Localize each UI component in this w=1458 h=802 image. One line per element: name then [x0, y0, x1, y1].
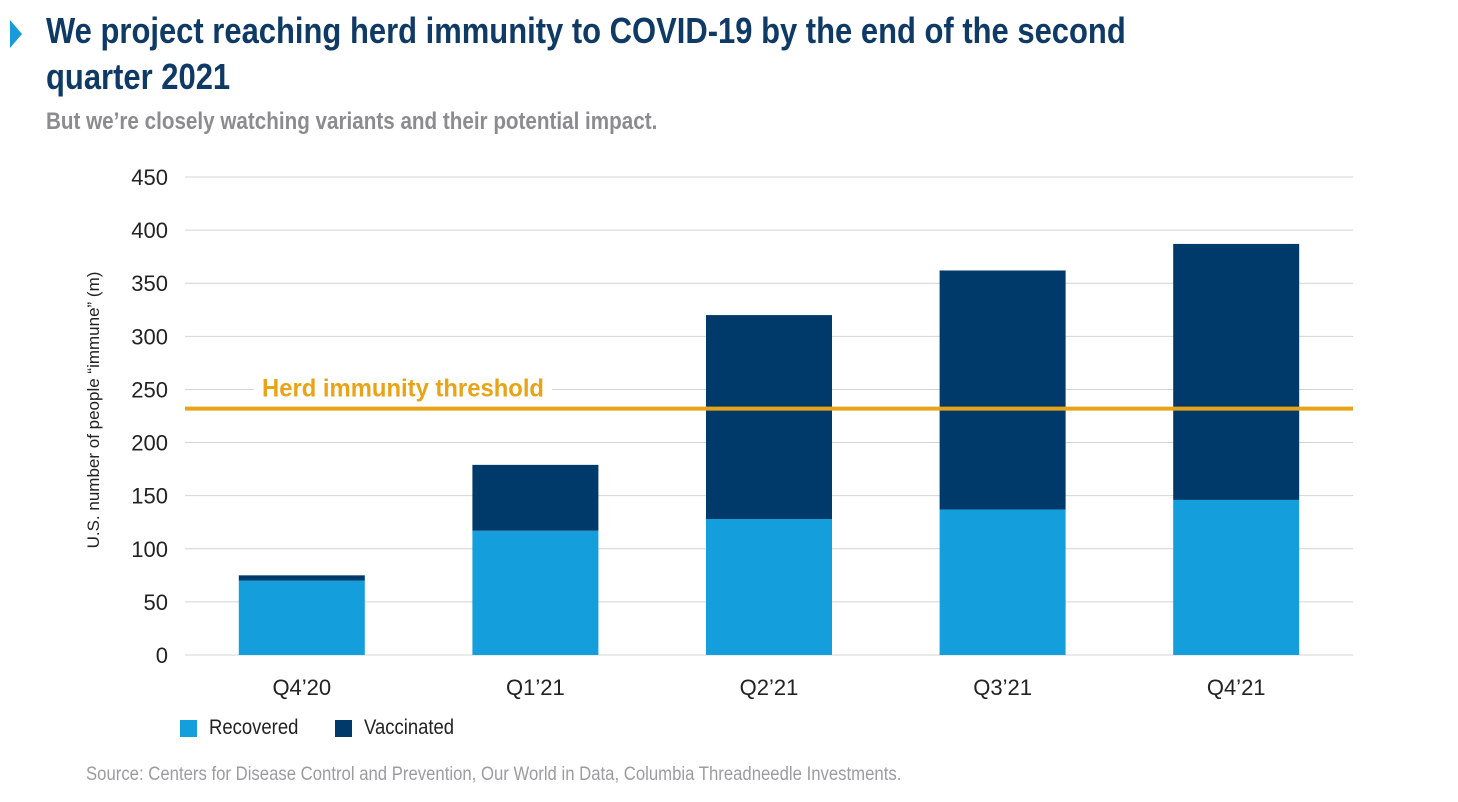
y-axis-ticks: 0 50 100 150 200 250 300 350 400 450: [131, 165, 168, 668]
x-axis-ticks: Q4’20 Q1’21 Q2’21 Q3’21 Q4’21: [272, 675, 1265, 700]
bar-recovered-3: [939, 509, 1066, 655]
threshold-label-background: [254, 370, 552, 405]
bars: [238, 243, 1300, 655]
legend-item-recovered: Recovered: [180, 716, 311, 740]
legend: Recovered Vaccinated: [180, 716, 490, 740]
bar-vaccinated-3: [939, 270, 1066, 510]
legend-label-recovered: Recovered: [209, 716, 299, 739]
y-tick-label: 200: [131, 431, 168, 456]
x-tick-label: Q2’21: [740, 675, 799, 700]
x-tick-label: Q3’21: [973, 675, 1032, 700]
legend-swatch-recovered: [180, 719, 197, 737]
y-tick-label: 50: [144, 590, 168, 615]
page-subtitle: But we’re closely watching variants and …: [46, 108, 658, 135]
y-tick-label: 100: [131, 537, 168, 562]
source-note: Source: Centers for Disease Control and …: [86, 764, 902, 785]
y-tick-label: 300: [131, 324, 168, 349]
x-tick-label: Q1’21: [506, 675, 565, 700]
bar-vaccinated-4: [1173, 243, 1300, 500]
bar-recovered-2: [706, 519, 832, 655]
y-tick-label: 150: [131, 484, 168, 509]
legend-swatch-vaccinated: [334, 719, 352, 737]
y-tick-label: 400: [131, 218, 168, 243]
x-tick-label: Q4’20: [272, 675, 331, 700]
bar-recovered-4: [1173, 499, 1300, 655]
stacked-bar-chart: 0 50 100 150 200 250 300 350 400 450 U.S. number …: [84, 165, 1353, 700]
herd-immunity-threshold-label: Herd immunity threshold: [262, 375, 544, 403]
y-tick-label: 450: [131, 165, 168, 190]
y-tick-label: 0: [156, 643, 168, 668]
title-marker-icon: [10, 20, 22, 48]
y-tick-label: 350: [131, 271, 168, 296]
bar-vaccinated-1: [472, 464, 599, 531]
bar-recovered-0: [238, 580, 365, 655]
y-axis-label: U.S. number of people “immune” (m): [84, 272, 103, 549]
bar-recovered-1: [472, 530, 599, 655]
bar-vaccinated-0: [238, 575, 365, 581]
x-tick-label: Q4’21: [1207, 675, 1266, 700]
y-tick-label: 250: [131, 377, 168, 402]
bar-vaccinated-2: [706, 315, 832, 520]
legend-item-vaccinated: Vaccinated: [334, 716, 466, 740]
page-title: We project reaching herd immunity to COV…: [46, 10, 1126, 97]
legend-label-vaccinated: Vaccinated: [363, 716, 454, 739]
